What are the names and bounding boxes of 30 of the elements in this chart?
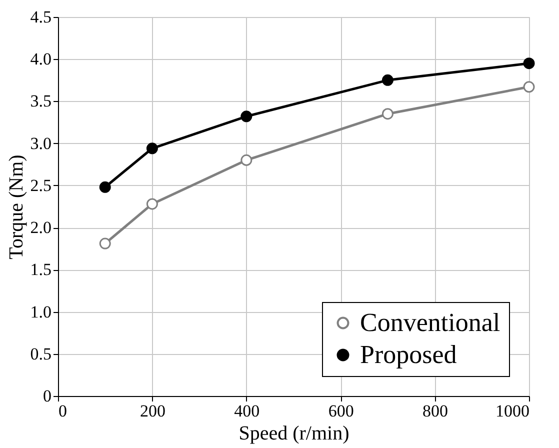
legend-label: Proposed [360,340,457,369]
y-tick-label: 3.0 [30,134,52,153]
point [99,238,111,250]
point [523,81,535,93]
legend-label: Conventional [360,308,500,337]
point [523,58,535,70]
y-tick-label: 4.5 [30,8,52,26]
y-tick-label: 0 [43,386,52,406]
x-tick-label: 600 [328,402,354,420]
y-tick-label: 2.5 [30,176,52,195]
y-tick-label: 1.0 [30,302,52,322]
y-tick-label: 1.5 [30,260,52,280]
point [146,142,158,154]
y-tick-label: 0.5 [30,344,52,364]
x-tick-label: 1000 [496,402,530,420]
y-tick-label: 2.0 [30,218,52,238]
point [382,108,394,120]
point [99,181,111,193]
point [240,110,252,122]
x-tick-label: 0 [58,402,67,420]
y-tick-label: 3.5 [30,92,52,111]
point [382,74,394,86]
x-tick-label: 800 [422,402,448,420]
x-tick-label: 200 [140,402,166,420]
point [240,154,252,166]
y-tick-label: 4.0 [30,50,52,69]
x-tick-label: 400 [234,402,260,420]
x-axis-title: Speed (r/min) [238,422,350,444]
point [146,198,158,210]
y-axis-title: Torque (Nm) [5,154,28,260]
